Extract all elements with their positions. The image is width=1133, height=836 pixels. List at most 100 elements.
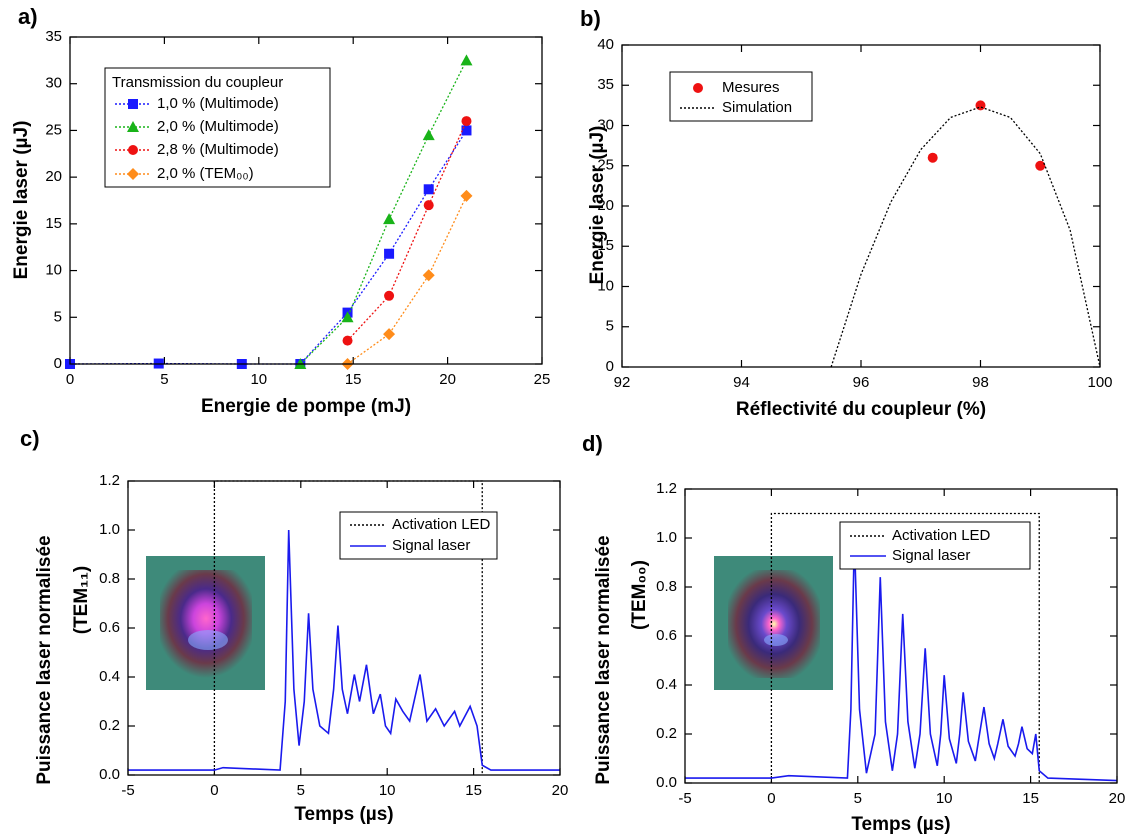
y-tick-label: 25	[45, 121, 62, 138]
y-tick-label: 0.0	[656, 774, 677, 791]
legend-label: Activation LED	[392, 516, 491, 533]
legend-box	[839, 521, 1031, 570]
marker	[460, 189, 473, 202]
marker	[383, 328, 396, 341]
y-tick-label: 0.8	[656, 578, 677, 595]
legend-title: Transmission du coupleur	[112, 74, 283, 91]
y-tick-label: 1.0	[656, 529, 677, 546]
y-tick-label: 0.6	[99, 619, 120, 636]
legend-box	[669, 71, 813, 122]
x-axis-label: Réflectivité du coupleur (%)	[736, 399, 986, 420]
inset-image-c	[146, 556, 265, 690]
y-tick-label: 0.6	[656, 627, 677, 644]
y-tick-label: 10	[45, 262, 62, 279]
x-tick-label: 20	[552, 782, 569, 799]
y-tick-label: 40	[597, 36, 614, 53]
y-tick-label: 0.8	[99, 570, 120, 587]
marker	[461, 125, 472, 136]
y-tick-label: 1.0	[99, 521, 120, 538]
marker	[423, 184, 434, 195]
y-tick-label: 0.2	[99, 717, 120, 734]
inset-image-d	[714, 556, 833, 690]
marker	[383, 213, 396, 225]
y-axis-label: Energie laser (µJ)	[11, 121, 32, 280]
y-tick-label: 0.2	[656, 725, 677, 742]
legend-label: 2,0 % (Multimode)	[157, 118, 279, 135]
y-tick-label: 0	[606, 358, 614, 375]
x-tick-label: 0	[66, 371, 74, 388]
legend-label: 2,0 % (TEM₀₀)	[157, 165, 254, 182]
x-tick-label: 25	[534, 371, 551, 388]
series-line	[128, 529, 560, 771]
series-line	[69, 130, 468, 365]
x-tick-label: 15	[465, 782, 482, 799]
marker	[461, 116, 472, 127]
series-line	[830, 106, 1101, 368]
x-tick-label: -5	[121, 782, 134, 799]
marker	[460, 54, 473, 66]
y-axis-label: (TEM₀₀)	[629, 560, 650, 630]
y-axis-label: Energie laser (µJ)	[587, 126, 608, 285]
x-tick-label: 10	[379, 782, 396, 799]
legend-label: 1,0 % (Multimode)	[157, 95, 279, 112]
marker	[342, 335, 353, 346]
legend-label: Signal laser	[392, 537, 470, 554]
y-tick-label: 35	[45, 28, 62, 45]
y-tick-label: 20	[45, 168, 62, 185]
y-tick-label: 25	[597, 157, 614, 174]
legend-box	[104, 67, 331, 188]
x-tick-label: 94	[733, 374, 750, 391]
x-tick-label: -5	[678, 790, 691, 807]
legend-label: Mesures	[722, 79, 780, 96]
y-tick-label: 0	[54, 355, 62, 372]
series-line	[685, 537, 1118, 782]
x-axis-label: Temps (µs)	[851, 814, 950, 835]
marker	[422, 269, 435, 282]
plot-frame	[69, 36, 543, 365]
x-tick-label: 20	[439, 371, 456, 388]
x-axis-label: Energie de pompe (mJ)	[201, 396, 411, 417]
y-tick-label: 1.2	[99, 472, 120, 489]
x-tick-label: 0	[767, 790, 775, 807]
y-tick-label: 0.4	[99, 668, 120, 685]
x-tick-label: 5	[160, 371, 168, 388]
y-axis-label: (TEM₁₁)	[71, 566, 92, 634]
series-line	[770, 512, 1040, 783]
y-tick-label: 35	[597, 76, 614, 93]
marker	[384, 248, 395, 259]
legend-marker	[127, 168, 139, 180]
marker	[927, 152, 938, 163]
panel-label: d)	[582, 431, 603, 456]
legend-marker	[128, 99, 138, 109]
series-line	[347, 120, 468, 342]
x-tick-label: 20	[1109, 790, 1126, 807]
marker	[975, 100, 986, 111]
x-tick-label: 10	[936, 790, 953, 807]
x-tick-label: 15	[345, 371, 362, 388]
x-tick-label: 5	[297, 782, 305, 799]
plot-frame	[621, 44, 1101, 368]
panel-label: c)	[20, 426, 40, 451]
panel-label: a)	[18, 4, 38, 29]
marker	[341, 311, 354, 323]
plot-frame	[127, 480, 561, 776]
y-tick-label: 15	[45, 215, 62, 232]
y-tick-label: 0.0	[99, 766, 120, 783]
y-tick-label: 5	[606, 318, 614, 335]
legend-box	[339, 511, 498, 560]
y-tick-label: 1.2	[656, 480, 677, 497]
series-line	[213, 480, 483, 775]
legend-marker	[127, 121, 139, 132]
y-tick-label: 30	[597, 116, 614, 133]
legend-label: Signal laser	[892, 547, 970, 564]
x-tick-label: 100	[1087, 374, 1112, 391]
legend-label: 2,8 % (Multimode)	[157, 141, 279, 158]
y-tick-label: 5	[54, 308, 62, 325]
legend-label: Simulation	[722, 99, 792, 116]
marker	[423, 200, 434, 211]
panel-label: b)	[580, 6, 601, 31]
series-line	[347, 195, 468, 365]
legend-marker	[128, 145, 138, 155]
x-tick-label: 10	[250, 371, 267, 388]
